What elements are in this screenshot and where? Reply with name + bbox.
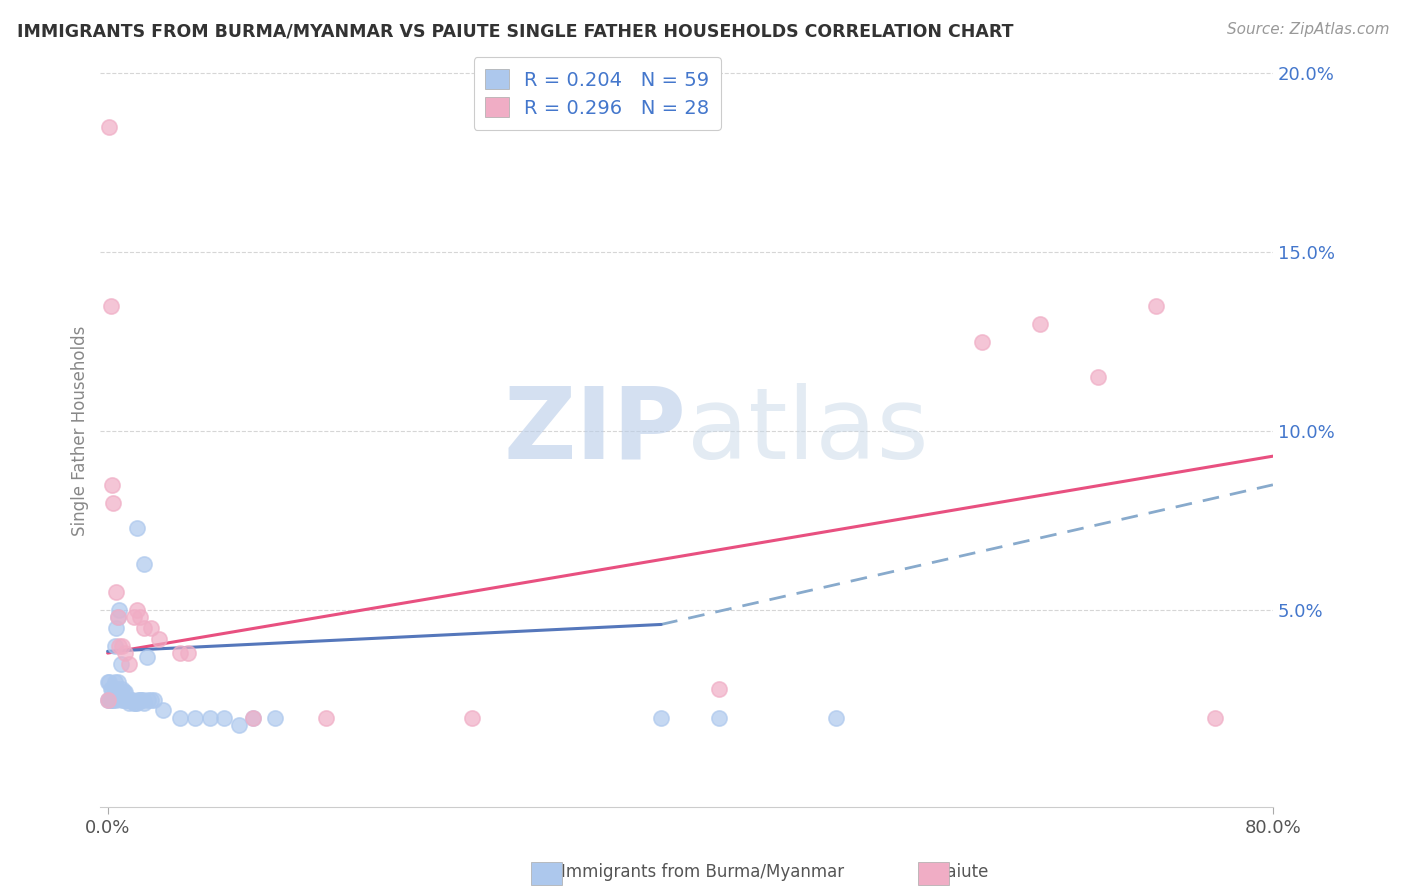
Point bbox=[132, 696, 155, 710]
Point bbox=[121, 692, 143, 706]
Point bbox=[105, 621, 128, 635]
Point bbox=[101, 681, 124, 696]
Point bbox=[132, 557, 155, 571]
Point bbox=[103, 496, 125, 510]
Point bbox=[264, 710, 287, 724]
Point bbox=[108, 689, 131, 703]
Point bbox=[111, 681, 134, 696]
Point bbox=[111, 692, 134, 706]
Point bbox=[98, 120, 121, 134]
Point bbox=[650, 710, 672, 724]
Point bbox=[198, 710, 221, 724]
Point bbox=[1087, 370, 1109, 384]
Point bbox=[709, 710, 731, 724]
Point bbox=[117, 692, 139, 706]
Point bbox=[118, 657, 141, 671]
Point bbox=[108, 639, 131, 653]
Point bbox=[125, 696, 148, 710]
Point bbox=[315, 710, 337, 724]
Point bbox=[242, 710, 264, 724]
Point bbox=[98, 692, 121, 706]
Point bbox=[131, 692, 153, 706]
Point bbox=[228, 717, 250, 731]
Point bbox=[128, 610, 150, 624]
Point bbox=[177, 646, 200, 660]
Point bbox=[1204, 710, 1226, 724]
Point bbox=[114, 646, 136, 660]
Point bbox=[118, 696, 141, 710]
Point bbox=[97, 674, 120, 689]
Point bbox=[105, 585, 128, 599]
Point bbox=[107, 689, 129, 703]
Point bbox=[124, 696, 146, 710]
Point bbox=[115, 692, 138, 706]
Point bbox=[105, 692, 128, 706]
Point bbox=[97, 692, 120, 706]
Y-axis label: Single Father Households: Single Father Households bbox=[72, 326, 89, 536]
Point bbox=[136, 649, 159, 664]
Point bbox=[141, 621, 163, 635]
Point bbox=[141, 692, 163, 706]
Point bbox=[148, 632, 170, 646]
Point bbox=[709, 681, 731, 696]
Point bbox=[107, 674, 129, 689]
Point bbox=[101, 478, 124, 492]
Point bbox=[107, 610, 129, 624]
Point bbox=[1144, 299, 1167, 313]
Point bbox=[110, 657, 132, 671]
Point bbox=[101, 692, 124, 706]
Point bbox=[110, 685, 132, 699]
Text: Source: ZipAtlas.com: Source: ZipAtlas.com bbox=[1226, 22, 1389, 37]
Point bbox=[107, 610, 129, 624]
Point bbox=[112, 685, 135, 699]
Point bbox=[129, 692, 152, 706]
Point bbox=[1029, 317, 1052, 331]
Text: atlas: atlas bbox=[686, 383, 928, 480]
Point bbox=[127, 692, 149, 706]
Point bbox=[122, 610, 145, 624]
Point bbox=[143, 692, 166, 706]
Point bbox=[152, 703, 174, 717]
Point bbox=[107, 681, 129, 696]
Point bbox=[114, 685, 136, 699]
Point bbox=[100, 299, 122, 313]
Point bbox=[98, 674, 121, 689]
Point bbox=[128, 692, 150, 706]
Point bbox=[100, 692, 122, 706]
Text: Paiute: Paiute bbox=[938, 863, 988, 881]
Point bbox=[104, 685, 127, 699]
Point bbox=[120, 692, 142, 706]
Point bbox=[111, 639, 134, 653]
Point bbox=[242, 710, 264, 724]
Point bbox=[184, 710, 207, 724]
Point bbox=[125, 521, 148, 535]
Point bbox=[112, 692, 135, 706]
Point bbox=[100, 681, 122, 696]
Point bbox=[212, 710, 235, 724]
Point bbox=[169, 710, 191, 724]
Point bbox=[132, 621, 155, 635]
Point bbox=[97, 692, 120, 706]
Point bbox=[104, 674, 127, 689]
Point bbox=[118, 692, 141, 706]
Point bbox=[125, 603, 148, 617]
Text: IMMIGRANTS FROM BURMA/MYANMAR VS PAIUTE SINGLE FATHER HOUSEHOLDS CORRELATION CHA: IMMIGRANTS FROM BURMA/MYANMAR VS PAIUTE … bbox=[17, 22, 1014, 40]
Point bbox=[461, 710, 484, 724]
Point bbox=[103, 692, 125, 706]
Point bbox=[104, 639, 127, 653]
Text: ZIP: ZIP bbox=[503, 383, 686, 480]
Point bbox=[169, 646, 191, 660]
Point bbox=[970, 334, 993, 349]
Point bbox=[108, 603, 131, 617]
Point bbox=[122, 696, 145, 710]
Legend: R = 0.204   N = 59, R = 0.296   N = 28: R = 0.204 N = 59, R = 0.296 N = 28 bbox=[474, 57, 721, 129]
Point bbox=[138, 692, 160, 706]
Text: Immigrants from Burma/Myanmar: Immigrants from Burma/Myanmar bbox=[561, 863, 845, 881]
Point bbox=[103, 689, 125, 703]
Point bbox=[825, 710, 848, 724]
